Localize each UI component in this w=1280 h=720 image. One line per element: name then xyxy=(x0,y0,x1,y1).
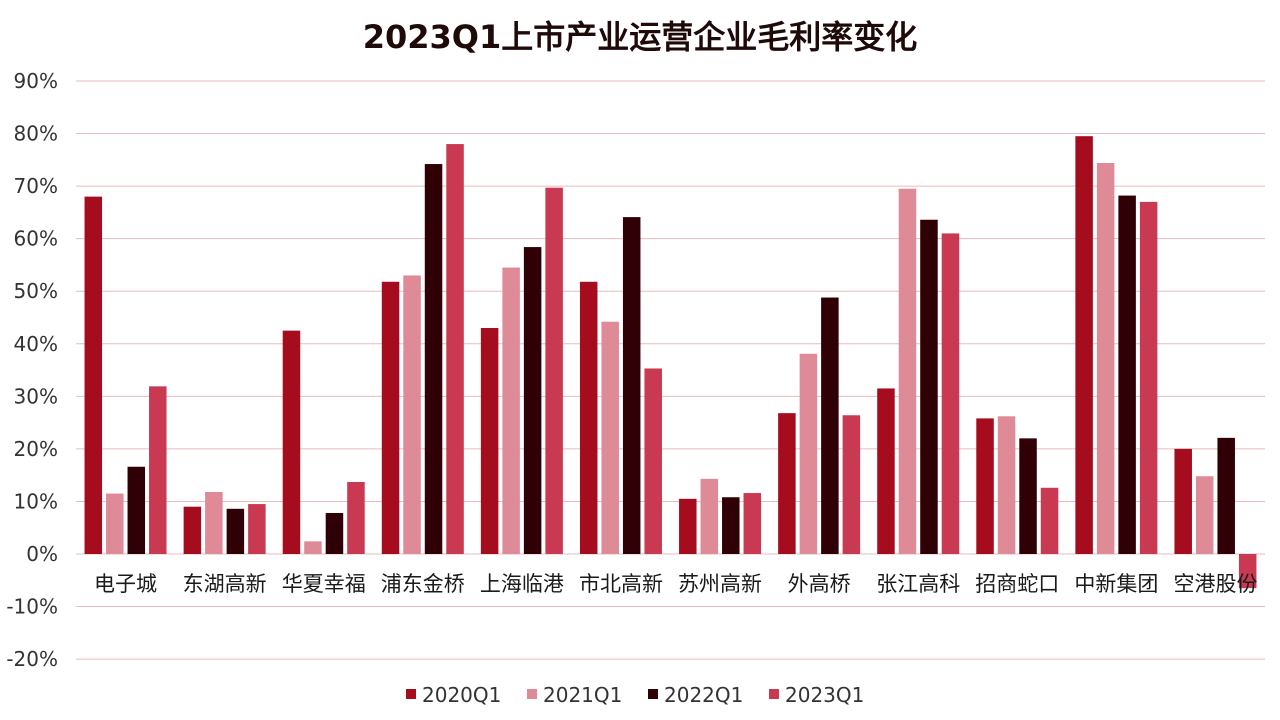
y-tick-label: 20% xyxy=(14,437,58,461)
bar-2023Q1-华夏幸福 xyxy=(347,481,365,554)
category-label: 电子城 xyxy=(94,572,157,596)
bar-2021Q1-上海临港 xyxy=(502,267,520,554)
category-label: 空港股份 xyxy=(1173,572,1257,596)
legend-swatch xyxy=(406,689,416,699)
y-tick-label: 60% xyxy=(14,227,58,251)
bar-2022Q1-浦东金桥 xyxy=(424,164,443,554)
bar-2022Q1-空港股份 xyxy=(1217,437,1235,554)
category-label: 苏州高新 xyxy=(678,572,762,596)
legend-label: 2021Q1 xyxy=(543,683,622,707)
y-tick-label: 10% xyxy=(14,489,58,513)
bar-2020Q1-市北高新 xyxy=(579,281,598,554)
bar-2022Q1-苏州高新 xyxy=(722,497,740,554)
bar-2023Q1-上海临港 xyxy=(545,187,563,554)
category-label: 上海临港 xyxy=(480,572,564,596)
category-label: 市北高新 xyxy=(579,572,663,596)
bar-2022Q1-上海临港 xyxy=(523,247,542,554)
bar-2021Q1-苏州高新 xyxy=(700,478,719,554)
bar-2021Q1-张江高科 xyxy=(898,188,917,554)
bar-2021Q1-招商蛇口 xyxy=(997,416,1016,554)
category-label: 中新集团 xyxy=(1074,572,1158,596)
category-label: 东湖高新 xyxy=(183,572,267,596)
bar-2021Q1-电子城 xyxy=(106,493,124,554)
bar-2020Q1-空港股份 xyxy=(1174,448,1192,554)
legend-label: 2022Q1 xyxy=(664,683,743,707)
y-axis-ticks: -20% -10% 0% 10% 20% 30% 40% 50% 60% 70% 80% 90% xyxy=(6,69,58,671)
bar-2023Q1-苏州高新 xyxy=(743,493,762,554)
bar-2021Q1-浦东金桥 xyxy=(403,275,421,554)
legend-swatch xyxy=(648,689,658,699)
bar-2022Q1-东湖高新 xyxy=(226,508,245,554)
bar-2023Q1-张江高科 xyxy=(941,233,960,554)
category-label: 外高桥 xyxy=(788,572,851,596)
y-tick-label: -20% xyxy=(6,647,58,671)
y-tick-label: 80% xyxy=(14,122,58,146)
bar-2023Q1-东湖高新 xyxy=(248,504,266,554)
bar-2022Q1-华夏幸福 xyxy=(325,513,344,554)
bar-2021Q1-外高桥 xyxy=(799,353,818,554)
bar-2023Q1-中新集团 xyxy=(1139,201,1158,554)
legend-swatch xyxy=(527,689,537,699)
category-label: 张江高科 xyxy=(876,572,960,596)
y-tick-label: 40% xyxy=(14,332,58,356)
category-label: 浦东金桥 xyxy=(381,572,465,596)
bar-2020Q1-招商蛇口 xyxy=(976,418,994,554)
bar-2021Q1-东湖高新 xyxy=(205,491,223,554)
bar-2022Q1-招商蛇口 xyxy=(1019,438,1037,554)
bar-2020Q1-电子城 xyxy=(84,196,103,554)
bar-2020Q1-中新集团 xyxy=(1075,136,1093,554)
bar-2020Q1-上海临港 xyxy=(480,328,499,554)
bar-2020Q1-东湖高新 xyxy=(183,506,202,554)
bar-2023Q1-电子城 xyxy=(149,386,167,554)
legend-swatch xyxy=(769,689,779,699)
bar-2022Q1-外高桥 xyxy=(821,297,839,554)
y-tick-label: 90% xyxy=(14,69,58,93)
y-tick-label: 70% xyxy=(14,174,58,198)
category-labels: 电子城 东湖高新 华夏幸福 浦东金桥 上海临港 市北高新 苏州高新 外高桥 张江高科 招商蛇口 中新… xyxy=(94,572,1257,596)
gridlines xyxy=(76,80,1265,660)
bars xyxy=(84,136,1257,589)
bar-2021Q1-空港股份 xyxy=(1195,476,1214,554)
legend-label: 2023Q1 xyxy=(785,683,864,707)
bar-2021Q1-华夏幸福 xyxy=(304,541,322,554)
bar-2022Q1-张江高科 xyxy=(920,219,938,554)
bar-2020Q1-苏州高新 xyxy=(679,498,697,554)
bar-2020Q1-张江高科 xyxy=(877,388,895,554)
y-tick-label: -10% xyxy=(6,595,58,619)
bar-2023Q1-外高桥 xyxy=(842,415,861,554)
bar-2023Q1-市北高新 xyxy=(644,368,662,554)
category-label: 招商蛇口 xyxy=(975,572,1059,596)
bar-2022Q1-电子城 xyxy=(127,466,146,554)
y-tick-label: 50% xyxy=(14,279,58,303)
bar-2023Q1-招商蛇口 xyxy=(1040,487,1059,554)
bar-2023Q1-空港股份 xyxy=(1238,554,1257,589)
bar-2020Q1-浦东金桥 xyxy=(381,281,400,554)
bar-2022Q1-中新集团 xyxy=(1118,195,1136,554)
bar-2020Q1-华夏幸福 xyxy=(282,330,301,554)
y-tick-label: 0% xyxy=(26,542,58,566)
bar-2021Q1-市北高新 xyxy=(601,321,619,554)
bar-2023Q1-浦东金桥 xyxy=(446,144,464,555)
bar-2020Q1-外高桥 xyxy=(778,413,796,554)
legend: 2020Q1 2021Q1 2022Q1 2023Q1 xyxy=(406,683,864,707)
chart-title: 2023Q1上市产业运营企业毛利率变化 xyxy=(363,18,918,56)
bar-2022Q1-市北高新 xyxy=(622,217,641,554)
category-label: 华夏幸福 xyxy=(282,572,366,596)
bar-2021Q1-中新集团 xyxy=(1096,162,1115,554)
y-tick-label: 30% xyxy=(14,384,58,408)
legend-label: 2020Q1 xyxy=(422,683,501,707)
